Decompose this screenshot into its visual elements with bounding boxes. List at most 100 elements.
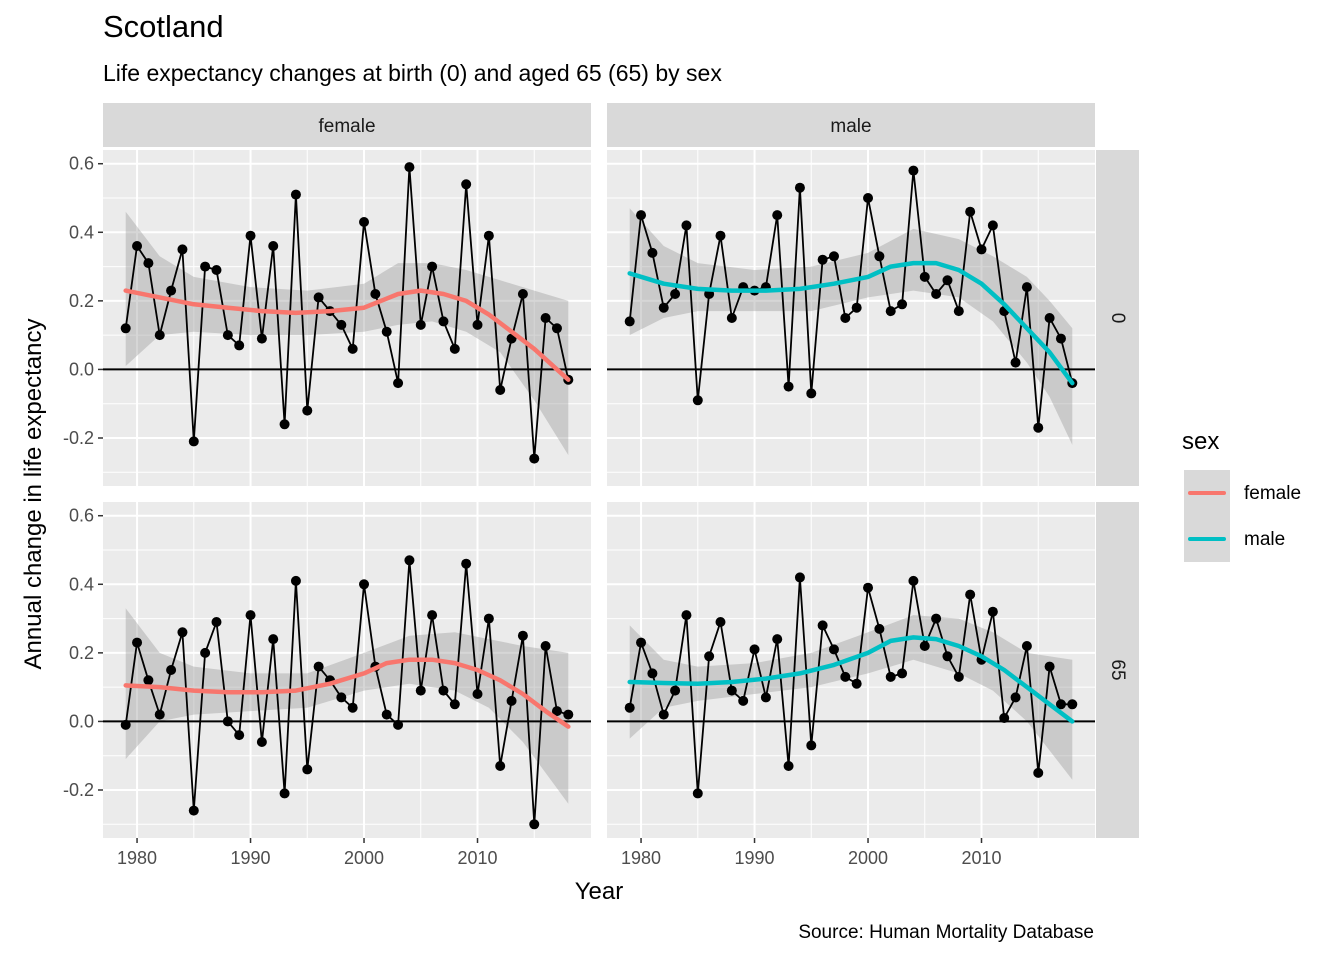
source-caption: Source: Human Mortality Database [798, 922, 1094, 943]
y-tick-label: 0.0 [69, 359, 94, 379]
y-tick-label: -0.2 [63, 780, 94, 800]
y-tick-label: 0.6 [69, 506, 94, 526]
data-point-male-65-1993 [783, 761, 794, 771]
data-point-male-0-2004 [908, 165, 919, 176]
data-point-male-0-2013 [1010, 357, 1021, 368]
data-point-male-65-1980 [636, 637, 647, 648]
strip-age-65 [1096, 502, 1139, 838]
smooth-trend-female-65 [123, 657, 571, 729]
data-point-female-65-1995 [302, 764, 313, 775]
legend-title: sex [1182, 428, 1220, 455]
data-point-male-65-1992 [772, 634, 783, 645]
y-tick-label: 0.6 [69, 154, 94, 174]
data-point-female-65-1989 [234, 730, 245, 741]
data-point-female-65-1988 [222, 716, 233, 727]
series-line-female-0 [124, 167, 570, 459]
data-point-female-65-2000 [359, 579, 370, 590]
data-point-male-0-1980 [636, 210, 647, 221]
data-point-female-0-2000 [359, 217, 370, 227]
data-point-female-0-1981 [143, 258, 154, 269]
data-point-male-65-1987 [715, 617, 726, 627]
data-point-female-0-2006 [427, 261, 438, 272]
data-point-female-0-2001 [370, 289, 381, 299]
data-point-female-0-1979 [120, 323, 131, 334]
data-point-male-65-1991 [760, 692, 771, 703]
data-point-female-65-1992 [268, 634, 279, 645]
data-point-female-0-1987 [211, 265, 222, 275]
data-point-male-65-2008 [953, 671, 964, 682]
chart-title: Scotland [103, 9, 224, 44]
data-point-female-65-2007 [438, 685, 449, 696]
data-point-male-65-1986 [704, 651, 715, 662]
data-point-male-0-1984 [681, 220, 692, 231]
data-point-male-0-2008 [953, 306, 964, 317]
x-tick-label: 2000 [848, 848, 888, 868]
data-point-female-0-1991 [256, 333, 267, 344]
data-point-female-65-2009 [461, 558, 472, 569]
confidence-band-male-0 [629, 208, 1073, 445]
data-point-female-65-1994 [290, 575, 301, 586]
data-point-female-65-1991 [256, 737, 267, 747]
x-tick-label: 1990 [231, 848, 271, 868]
data-point-male-0-2001 [874, 251, 885, 262]
data-point-female-0-2008 [449, 343, 460, 354]
data-point-female-65-2013 [506, 695, 517, 706]
smooth-trend-female-0 [123, 288, 571, 382]
data-point-female-0-1992 [268, 241, 279, 251]
data-point-female-0-1996 [313, 292, 324, 303]
data-point-female-0-1988 [222, 330, 233, 341]
strip-male [607, 103, 1095, 147]
data-point-male-0-2009 [965, 206, 976, 217]
data-point-male-65-2011 [987, 606, 998, 617]
data-point-male-0-2017 [1055, 333, 1066, 344]
data-point-male-65-2004 [908, 575, 919, 586]
strip-label-age-0: 0 [1107, 313, 1128, 324]
data-point-male-0-1999 [851, 302, 862, 313]
data-point-female-0-2007 [438, 316, 449, 327]
data-point-female-65-2017 [551, 706, 562, 717]
legend-swatch-female [1188, 491, 1226, 495]
y-tick-label: 0.2 [69, 643, 94, 663]
data-point-male-65-2001 [874, 623, 885, 634]
x-tick-label: 2010 [457, 848, 497, 868]
x-tick-label: 1980 [117, 848, 157, 868]
legend-swatch-male [1188, 537, 1226, 541]
confidence-band-female-0 [125, 211, 569, 456]
data-point-male-0-2007 [942, 275, 953, 286]
data-point-male-65-2014 [1021, 641, 1032, 651]
strip-label-age-65: 65 [1107, 659, 1128, 680]
y-tick-label: 0.4 [69, 574, 94, 594]
data-point-male-0-2014 [1021, 282, 1032, 293]
data-point-female-65-2002 [381, 709, 392, 720]
data-point-female-0-1984 [177, 244, 188, 255]
data-point-female-65-1980 [132, 637, 143, 648]
data-point-female-0-2011 [483, 230, 494, 241]
data-point-female-65-1986 [200, 647, 211, 658]
legend-label-female: female [1244, 483, 1302, 504]
data-point-male-0-2015 [1033, 422, 1044, 433]
x-tick-label: 1980 [621, 848, 661, 868]
x-axis-label: Year [574, 878, 624, 905]
data-point-male-65-1988 [726, 685, 737, 696]
data-point-female-65-2012 [495, 761, 506, 771]
data-point-male-0-2011 [987, 220, 998, 231]
data-point-male-0-1998 [840, 313, 851, 323]
data-point-male-0-1994 [794, 182, 805, 193]
data-point-female-0-1989 [234, 340, 245, 351]
data-point-female-65-2006 [427, 610, 438, 621]
data-point-female-0-2016 [540, 313, 551, 323]
data-point-male-65-1995 [806, 740, 817, 751]
data-point-male-65-2015 [1033, 767, 1044, 778]
data-point-male-0-1992 [772, 210, 783, 221]
data-point-male-65-2000 [863, 582, 874, 593]
data-point-male-0-1993 [783, 381, 794, 392]
data-point-female-0-2017 [551, 323, 562, 334]
data-point-female-0-2010 [472, 319, 483, 330]
data-point-male-0-1983 [670, 289, 681, 299]
data-point-female-0-1983 [166, 285, 177, 296]
data-point-male-65-2016 [1044, 661, 1055, 672]
confidence-band-female-65 [125, 608, 569, 804]
data-point-female-0-1980 [132, 241, 143, 251]
panel-female-0 [103, 150, 591, 486]
data-point-male-65-2007 [942, 651, 953, 662]
